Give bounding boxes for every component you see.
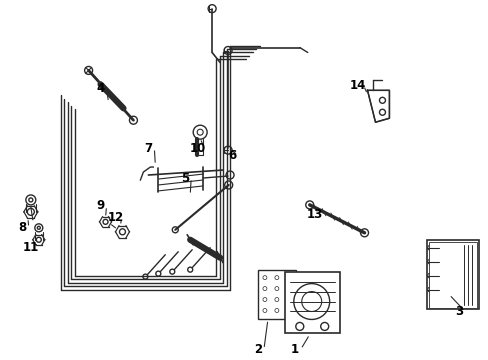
Text: 11: 11 [22, 241, 39, 254]
Text: 14: 14 [348, 79, 365, 92]
Text: 10: 10 [190, 141, 206, 155]
Text: 8: 8 [19, 221, 27, 234]
Text: 1: 1 [290, 343, 298, 356]
Text: 5: 5 [181, 171, 189, 185]
Bar [427, 240, 478, 310]
Text: 12: 12 [107, 211, 123, 224]
Text: 6: 6 [227, 149, 236, 162]
Bar [428, 242, 476, 307]
Polygon shape [367, 90, 388, 122]
Text: 7: 7 [144, 141, 152, 155]
Text: 9: 9 [96, 199, 104, 212]
Text: 3: 3 [454, 305, 462, 318]
Text: 4: 4 [96, 82, 104, 95]
Bar [258, 270, 295, 319]
Bar [285, 272, 339, 333]
Text: 13: 13 [306, 208, 322, 221]
Text: 2: 2 [253, 343, 262, 356]
